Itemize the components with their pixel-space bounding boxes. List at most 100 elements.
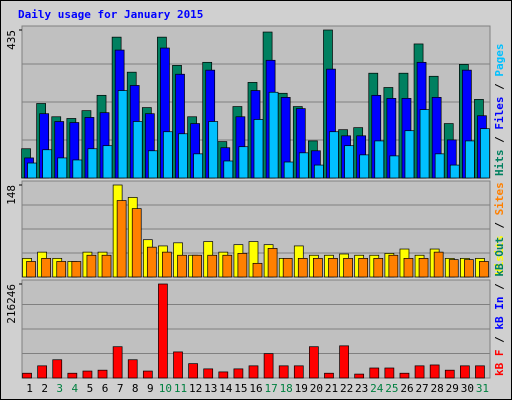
y-tick-label: 216246 xyxy=(5,284,18,324)
bar xyxy=(418,258,429,278)
bar xyxy=(404,130,415,179)
bar xyxy=(297,258,308,278)
bar xyxy=(233,368,244,379)
x-tick-label: 10 xyxy=(159,382,172,395)
bar xyxy=(56,261,67,278)
bar xyxy=(339,345,349,379)
x-tick-label: 9 xyxy=(147,382,154,395)
bar xyxy=(101,254,112,278)
bar xyxy=(434,153,445,179)
x-tick-label: 25 xyxy=(385,382,398,395)
x-tick-label: 26 xyxy=(400,382,413,395)
bar xyxy=(158,283,168,379)
bar xyxy=(403,258,414,278)
bar xyxy=(480,128,490,179)
bar xyxy=(147,150,158,179)
bar xyxy=(97,369,108,379)
bar xyxy=(116,200,127,278)
chart-title: Daily usage for January 2015 xyxy=(18,8,203,21)
legend-entry: Pages xyxy=(493,44,506,77)
bar xyxy=(293,365,304,379)
bar xyxy=(203,368,214,379)
x-tick-label: 17 xyxy=(264,382,277,395)
bar xyxy=(223,160,234,179)
bar xyxy=(188,363,198,379)
x-tick-label: 8 xyxy=(132,382,139,395)
bar xyxy=(253,119,264,179)
bar xyxy=(464,259,474,278)
bar xyxy=(419,109,430,179)
bar xyxy=(57,157,68,179)
bar xyxy=(238,146,249,179)
bar xyxy=(173,351,183,379)
bar xyxy=(465,140,475,179)
x-tick-label: 27 xyxy=(415,382,428,395)
bar xyxy=(67,372,78,379)
bar xyxy=(37,365,47,379)
bar xyxy=(177,254,187,278)
bar xyxy=(324,372,334,379)
bar xyxy=(373,258,384,278)
x-tick-label: 23 xyxy=(355,382,368,395)
legend-entry: Visits xyxy=(493,235,506,275)
bar xyxy=(192,254,202,278)
bar xyxy=(329,131,339,179)
x-tick-label: 19 xyxy=(295,382,308,395)
bar xyxy=(267,248,278,278)
x-tick-label: 7 xyxy=(117,382,124,395)
bar xyxy=(112,346,123,379)
bar xyxy=(429,364,440,379)
x-tick-label: 11 xyxy=(174,382,187,395)
x-tick-label: 14 xyxy=(219,382,233,395)
bar xyxy=(374,140,385,179)
legend: Visits / Sites xyxy=(493,182,506,275)
bar xyxy=(132,121,143,179)
bar xyxy=(237,253,248,278)
bar xyxy=(248,365,259,379)
bar xyxy=(389,155,400,179)
bar xyxy=(444,369,455,379)
bar xyxy=(82,370,93,379)
bar xyxy=(218,371,229,379)
bar xyxy=(449,164,460,179)
bar xyxy=(86,254,97,278)
legend-separator: / xyxy=(493,215,506,235)
bar xyxy=(268,91,279,179)
bar xyxy=(208,121,219,179)
bar xyxy=(479,261,489,278)
bar xyxy=(263,353,274,379)
bar xyxy=(354,373,365,379)
bar xyxy=(71,261,82,278)
bar xyxy=(162,251,172,278)
legend-separator: / xyxy=(493,130,506,150)
bar xyxy=(27,162,37,179)
legend-separator: / xyxy=(493,330,506,350)
bar xyxy=(460,365,470,379)
bar xyxy=(278,365,289,379)
bar xyxy=(475,365,485,379)
bar xyxy=(87,148,98,179)
bar xyxy=(52,359,63,379)
bar xyxy=(22,372,32,379)
legend-entry: Hits xyxy=(493,150,506,177)
bar xyxy=(131,208,142,278)
legend-entry: kB F xyxy=(493,350,506,377)
bar xyxy=(146,246,157,278)
bar xyxy=(448,259,459,278)
x-tick-label: 1 xyxy=(26,382,33,395)
legend-entry: Files xyxy=(493,97,506,130)
x-tick-label: 21 xyxy=(325,382,338,395)
x-tick-label: 16 xyxy=(249,382,262,395)
x-tick-label: 5 xyxy=(87,382,94,395)
x-tick-label: 4 xyxy=(72,382,79,395)
x-tick-label: 20 xyxy=(310,382,323,395)
bar xyxy=(399,372,410,379)
bar xyxy=(358,258,369,278)
x-tick-label: 13 xyxy=(204,382,217,395)
x-tick-label: 24 xyxy=(370,382,384,395)
bar xyxy=(26,261,36,278)
bar xyxy=(283,161,294,179)
bar xyxy=(178,133,188,179)
bar xyxy=(102,145,113,179)
